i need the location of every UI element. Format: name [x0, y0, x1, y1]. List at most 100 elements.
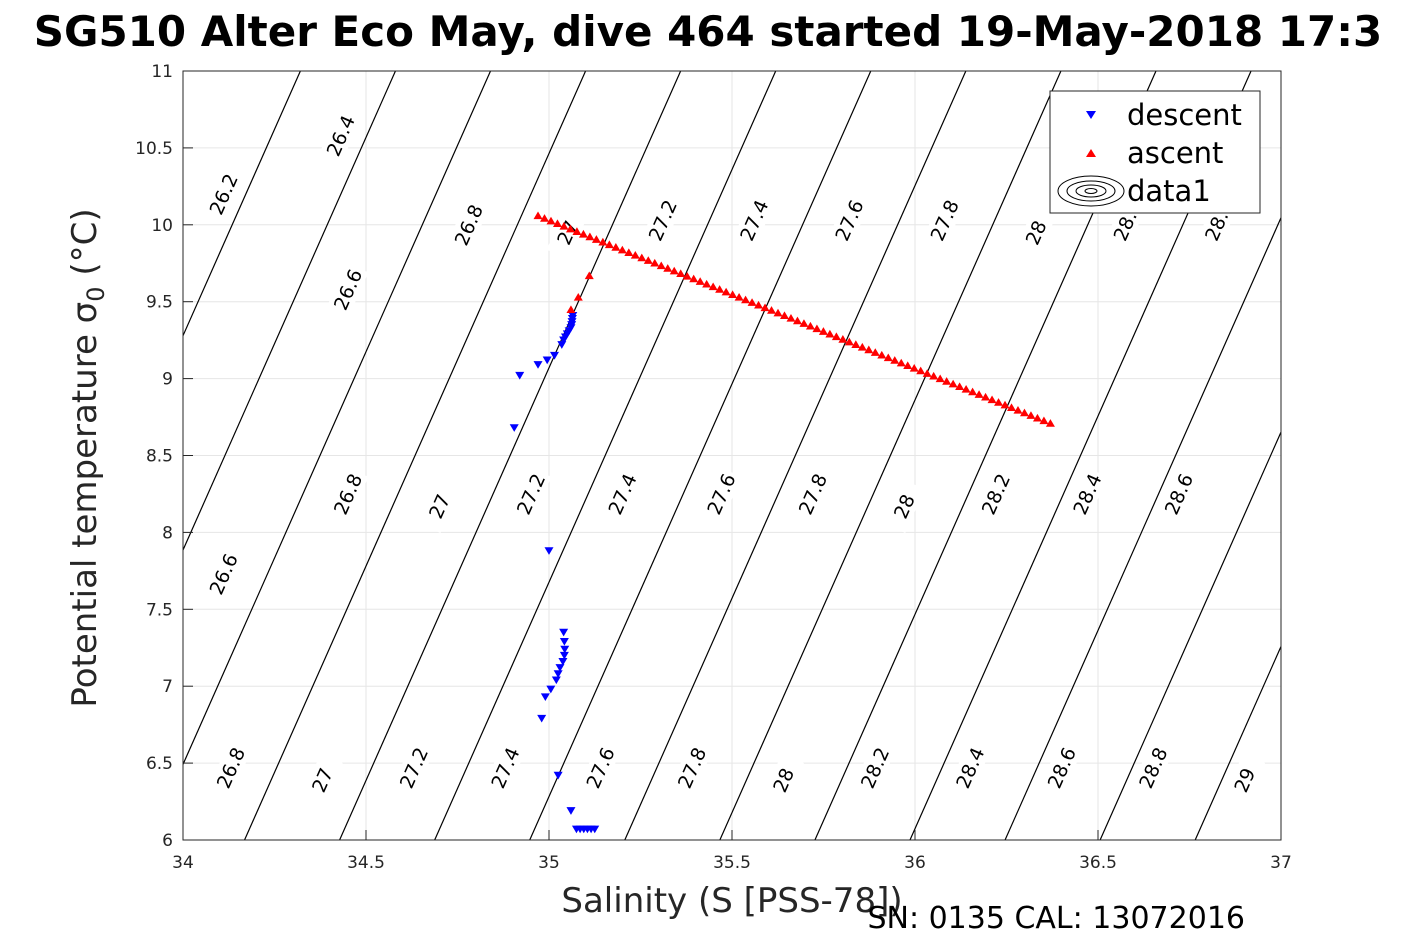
ascent-point — [831, 332, 841, 341]
isopycnal-line — [434, 71, 777, 840]
descent-point — [558, 657, 568, 666]
ascent-point — [552, 219, 562, 228]
isopycnal-label-bg — [1157, 467, 1200, 521]
ascent-point — [624, 248, 634, 256]
y-axis-label: Potential temperature σ0 (°C) — [65, 208, 110, 707]
isopycnal-label-bg — [974, 467, 1017, 521]
descent-point — [553, 771, 563, 780]
ascent-series — [533, 211, 1055, 427]
isopycnal-line — [1194, 645, 1281, 840]
ascent-point — [935, 374, 945, 383]
y-tick-label: 11 — [151, 62, 173, 82]
ascent-point — [916, 366, 926, 375]
ascent-point — [566, 305, 576, 313]
isopycnal-label-bg — [762, 753, 804, 807]
serial-calibration-footer: SN: 0135 CAL: 13072016 — [867, 901, 1245, 936]
ascent-point — [818, 327, 828, 335]
descent-point — [542, 356, 552, 365]
ascent-point — [909, 363, 919, 372]
ascent-point — [754, 300, 764, 309]
descent-point — [568, 311, 578, 320]
isopycnal-line — [183, 71, 396, 552]
ascent-point — [864, 345, 874, 354]
isopycnal-line — [1004, 216, 1281, 840]
ascent-point — [838, 335, 848, 343]
isopycnal-label-bg — [1066, 467, 1108, 521]
isopycnal-contours — [183, 71, 1417, 840]
ascent-point — [695, 277, 705, 285]
descent-point — [544, 547, 554, 555]
ascent-point — [741, 295, 751, 304]
isopycnal-line — [624, 71, 967, 840]
y-tick-label: 9.5 — [146, 293, 173, 313]
y-axis-label-unit: (°C) — [65, 208, 105, 286]
descent-point — [551, 676, 561, 685]
isopycnal-label-bg — [828, 193, 870, 247]
ascent-point — [760, 303, 770, 312]
y-tick-label: 6 — [162, 831, 173, 851]
ascent-point — [656, 261, 666, 270]
descent-point — [559, 637, 569, 646]
legend-descent-label: descent — [1127, 98, 1242, 132]
isopycnal-line — [1290, 71, 1417, 840]
ascent-point — [728, 290, 738, 299]
ascent-point — [663, 264, 673, 272]
ascent-point — [1039, 416, 1049, 425]
ascent-point — [1007, 403, 1017, 412]
ascent-point — [903, 361, 913, 369]
ascent-point — [922, 369, 932, 377]
isopycnal-label-bg — [1132, 740, 1174, 795]
ascent-point — [578, 229, 588, 238]
ascent-point — [617, 245, 627, 254]
ascent-point — [779, 311, 789, 320]
isopycnal-label-bg — [327, 262, 369, 317]
ascent-point — [955, 382, 965, 391]
y-tick-label: 8 — [162, 523, 173, 543]
ascent-point — [721, 287, 731, 296]
descent-point — [566, 807, 576, 815]
isopycnal-label-bg — [418, 479, 460, 534]
ascent-point — [896, 358, 906, 367]
isopycnal-label-bg — [949, 740, 991, 795]
isopycnal-label-bg — [733, 193, 775, 247]
ascent-point — [961, 384, 971, 393]
x-tick-label: 36.5 — [1079, 853, 1117, 873]
ascent-point — [799, 319, 809, 327]
ascent-point — [883, 353, 893, 362]
isopycnal-label-bg — [546, 205, 588, 260]
x-tick-label: 35 — [538, 853, 560, 873]
descent-point — [555, 664, 565, 672]
ascent-point — [877, 350, 887, 359]
x-tick-label: 34.5 — [347, 853, 385, 873]
ascent-point — [1013, 406, 1023, 414]
legend-descent-marker — [1086, 111, 1096, 119]
ascent-point — [812, 324, 822, 333]
ascent-point — [591, 235, 601, 243]
y-tick-label: 8.5 — [146, 447, 173, 467]
ascent-point — [767, 306, 777, 314]
isopycnal-label-bg — [854, 740, 896, 795]
ascent-point — [546, 216, 556, 225]
isopycnal-label-bg — [579, 740, 621, 795]
isopycnal-label-bg — [1040, 740, 1083, 795]
isopycnal-label-bg — [1223, 753, 1266, 807]
ascent-point — [598, 237, 608, 246]
ascent-point — [734, 292, 744, 301]
x-tick-label: 34 — [172, 853, 194, 873]
ascent-point — [929, 371, 939, 380]
isopycnal-label-bg — [601, 467, 643, 521]
ascent-point — [669, 266, 679, 275]
isopycnal-label-bg — [319, 108, 362, 163]
y-tick-label: 6.5 — [146, 754, 173, 774]
ascent-point — [573, 293, 583, 301]
isopycnal-line — [243, 71, 587, 840]
legend-data1-label: data1 — [1127, 174, 1211, 208]
ascent-point — [604, 240, 614, 249]
y-tick-label: 7 — [162, 677, 173, 697]
isopycnal-line — [183, 71, 301, 338]
isopycnal-label-bg — [791, 467, 834, 521]
isopycnal-label-bg — [510, 467, 552, 521]
descent-point — [549, 351, 559, 360]
ascent-point — [572, 227, 582, 235]
